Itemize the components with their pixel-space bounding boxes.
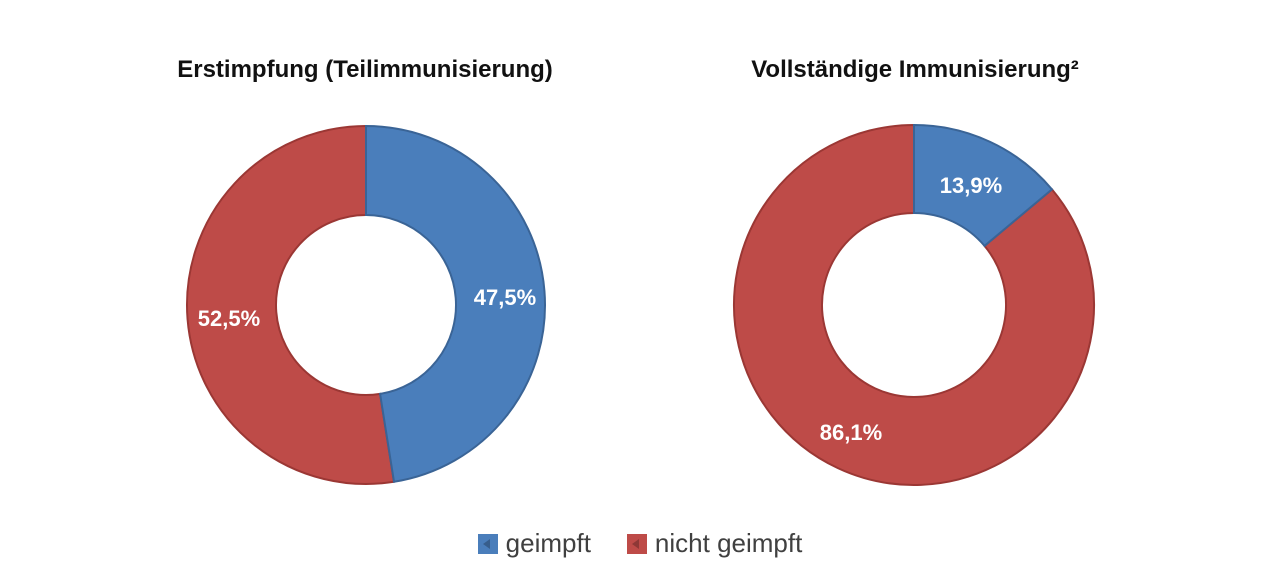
label-not-vaccinated-first-dose: 52,5% [198,306,260,331]
legend-item-vaccinated: geimpft [477,528,591,559]
label-vaccinated-first-dose: 47,5% [474,285,536,310]
donut-full-immunization: 13,9% 86,1% [733,123,1095,486]
slice-not-vaccinated-first-dose [186,124,396,485]
chart-title-full-immunization: Vollständige Immunisierung² [751,56,1079,83]
slice-vaccinated-first-dose [365,124,546,483]
legend: geimpft nicht geimpft [0,528,1280,559]
chart-title-first-dose: Erstimpfung (Teilimmunisierung) [177,56,553,83]
legend-label-not-vaccinated: nicht geimpft [654,528,803,558]
label-vaccinated-full: 13,9% [940,173,1002,198]
legend-label-vaccinated: geimpft [505,528,591,558]
legend-swatch-not-vaccinated-icon [626,533,647,554]
legend-swatch-vaccinated-icon [477,533,498,554]
legend-item-not-vaccinated: nicht geimpft [626,528,803,559]
label-not-vaccinated-full: 86,1% [820,420,882,445]
donut-first-dose: 47,5% 52,5% [186,124,546,485]
slice-vaccinated-full [913,123,1054,248]
slice-not-vaccinated-full [733,123,1095,486]
